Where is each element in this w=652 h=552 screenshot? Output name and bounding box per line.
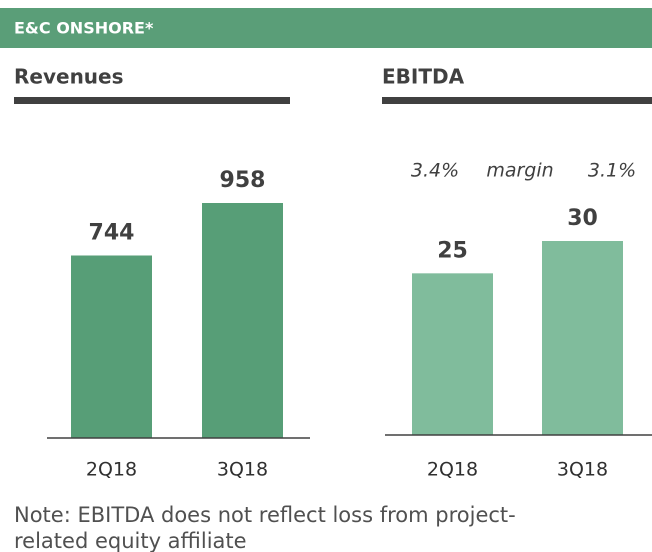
header-bar [0,8,652,48]
annotation-label: margin [486,160,553,182]
annotation-value: 3.1% [588,160,636,182]
x-tick-label: 2Q18 [427,459,478,481]
bar [542,241,623,435]
data-label: 744 [89,220,135,245]
title-underline [14,97,290,104]
title-underline [382,97,652,104]
bar [412,273,493,435]
chart-title: EBITDA [382,65,465,89]
data-label: 30 [567,206,598,231]
bar [202,203,283,438]
data-label: 958 [220,168,266,193]
bar [71,255,152,438]
note-line: Note: EBITDA does not reflect loss from … [14,503,516,527]
chart-title: Revenues [14,65,124,89]
data-label: 25 [437,238,468,263]
header-title: E&C ONSHORE* [14,19,154,38]
x-tick-label: 2Q18 [86,459,137,481]
note-line: related equity affiliate [14,529,247,552]
annotation-value: 3.4% [411,160,459,182]
x-tick-label: 3Q18 [557,459,608,481]
x-tick-label: 3Q18 [217,459,268,481]
